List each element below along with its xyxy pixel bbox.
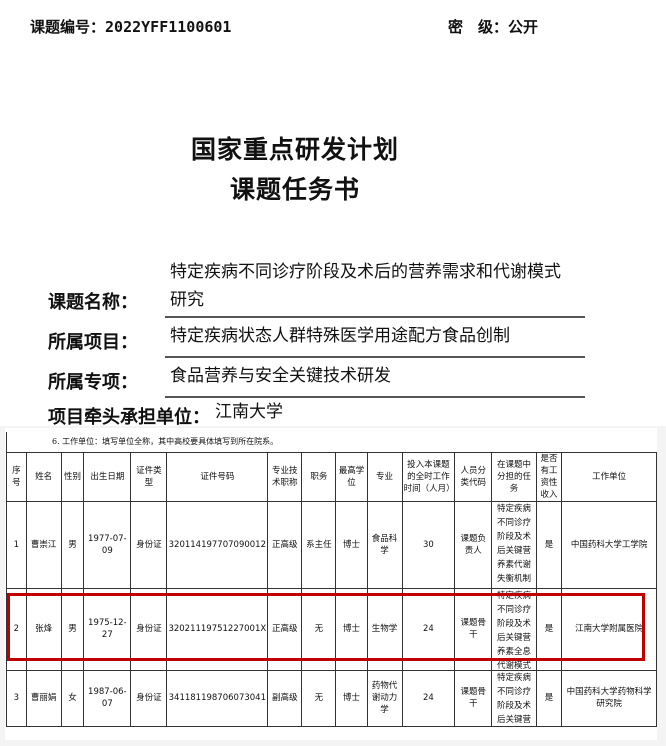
- table-cell: 药物代谢动力学: [366, 669, 403, 727]
- task-text: 特定疾病不同诊疗阶段及术后关键营养素全息代谢模式研究: [497, 591, 532, 669]
- document-cover: 课题编号：2022YFF1100601 密 级：公开 国家重点研发计划 课题任务…: [0, 0, 666, 428]
- field-value-topic-2: 研究: [170, 290, 204, 310]
- table-cell: 特定疾病不同诊疗阶段及术后关键营养素代谢: [491, 669, 537, 727]
- field-value-topic-1: 特定疾病不同诊疗阶段及术后的营养需求和代谢模式: [170, 262, 561, 282]
- column-header: 在课题中分担的任务: [491, 451, 537, 502]
- field-value-special: 食品营养与安全关键技术研发: [170, 366, 391, 386]
- table-cell: 身份证: [130, 500, 168, 589]
- table-cell: 曹崇江: [25, 500, 62, 589]
- table-cell: 男: [60, 500, 85, 589]
- field-label-topic: 课题名称：: [48, 292, 138, 313]
- table-row: 1 曹崇江男 1977-07-09 身份证 320114197707090012 正高级系…: [6, 500, 657, 589]
- task-text: 特定疾病不同诊疗阶段及术后关键营养素代谢: [497, 673, 532, 725]
- column-header: 专业技术职称: [267, 451, 303, 502]
- column-header: 证件号码: [166, 451, 269, 502]
- highlight-box: [7, 593, 645, 661]
- column-header: 最高学位: [335, 451, 368, 502]
- code-label: 课题编号：: [30, 18, 106, 36]
- field-label-project: 所属项目：: [48, 332, 138, 353]
- table-cell: 341181198706073041: [166, 669, 269, 727]
- table-cell: 1987-06-07: [83, 669, 132, 727]
- column-header: 职务: [301, 451, 337, 502]
- table-cell: 博士: [335, 587, 368, 671]
- table-cell: 身份证: [130, 669, 168, 727]
- table-note: 6. 工作单位：填写单位全称，其中高校要具体填写到所在院系。: [6, 432, 657, 453]
- secret-label: 密 级：: [448, 18, 509, 36]
- field-label-special: 所属专项：: [48, 372, 138, 393]
- table-cell: 是: [535, 587, 563, 671]
- table-cell: 特定疾病不同诊疗阶段及术后关键营养素代谢失衡机制研究: [491, 500, 537, 589]
- table-cell: 正高级: [267, 500, 303, 589]
- table-cell: 中国药科大学工学院: [561, 500, 657, 589]
- table-cell: 系主任: [301, 500, 337, 589]
- table-cell: 正高级: [267, 587, 303, 671]
- field-value-project: 特定疾病状态人群特殊医学用途配方食品创制: [170, 326, 510, 346]
- task-text: 特定疾病不同诊疗阶段及术后关键营养素代谢失衡机制研究: [497, 504, 532, 584]
- table-cell: 课题骨干: [454, 669, 493, 727]
- table-cell: 江南大学附属医院: [561, 587, 657, 671]
- table-cell: 女: [60, 669, 85, 727]
- column-header: 证件类型: [130, 451, 168, 502]
- column-header: 投入本课题的全时工作时间（人月）: [401, 451, 456, 502]
- field-value-lead-unit: 江南大学: [215, 402, 283, 422]
- table-cell: 是: [535, 669, 563, 727]
- table-cell: 中国药科大学药物科学研究院: [561, 669, 657, 727]
- table-cell: 曹丽娟: [25, 669, 62, 727]
- table-cell: 副高级: [267, 669, 303, 727]
- column-header: 工作单位: [561, 451, 657, 502]
- column-header: 专业: [366, 451, 403, 502]
- table-cell: 3: [6, 669, 27, 727]
- column-header: 人员分类代码: [454, 451, 493, 502]
- table-cell: 博士: [335, 669, 368, 727]
- table-cell: 食品科学: [366, 500, 403, 589]
- column-header: 是否有工资性收入: [535, 451, 563, 502]
- personnel-table-panel: 6. 工作单位：填写单位全称，其中高校要具体填写到所在院系。 序号 姓名 性别 出生日期…: [5, 428, 657, 740]
- table-cell: 特定疾病不同诊疗阶段及术后关键营养素全息代谢模式研究: [491, 587, 537, 671]
- table-cell: 是: [535, 500, 563, 589]
- underline: [165, 316, 585, 318]
- table-cell: 博士: [335, 500, 368, 589]
- table-cell: 30: [401, 500, 456, 589]
- table-cell: 课题负责人: [454, 500, 493, 589]
- secret-value: 公开: [508, 18, 539, 36]
- table-cell: 24: [401, 669, 456, 727]
- column-header: 序号: [6, 451, 27, 502]
- table-cell: 1977-07-09: [83, 500, 132, 589]
- secret-level: 密 级：公开: [448, 16, 538, 37]
- doc-title-line2: 课题任务书: [229, 175, 360, 204]
- table-cell: 1: [6, 500, 27, 589]
- code-value: 2022YFF1100601: [105, 18, 232, 36]
- column-header: 姓名: [25, 451, 62, 502]
- column-header: 出生日期: [83, 451, 132, 502]
- project-code: 课题编号：2022YFF1100601: [30, 16, 231, 37]
- column-header: 性别: [60, 451, 85, 502]
- personnel-table: 6. 工作单位：填写单位全称，其中高校要具体填写到所在院系。 序号 姓名 性别 出生日期…: [6, 432, 657, 727]
- table-cell: 无: [301, 669, 337, 727]
- table-cell: 320114197707090012: [166, 500, 269, 589]
- table-cell: 24: [401, 587, 456, 671]
- underline: [165, 396, 585, 398]
- underline: [165, 356, 585, 358]
- table-cell: 课题骨干: [454, 587, 493, 671]
- table-row: 3 曹丽娟女 1987-06-07 身份证 341181198706073041 副高级无…: [6, 669, 657, 727]
- field-label-lead-unit: 项目牵头承担单位：: [48, 407, 210, 428]
- table-row: 2 张烽男 1975-12-27 身份证 32021119751227001X 正高级无博…: [6, 587, 657, 671]
- doc-title-line1: 国家重点研发计划: [190, 135, 399, 164]
